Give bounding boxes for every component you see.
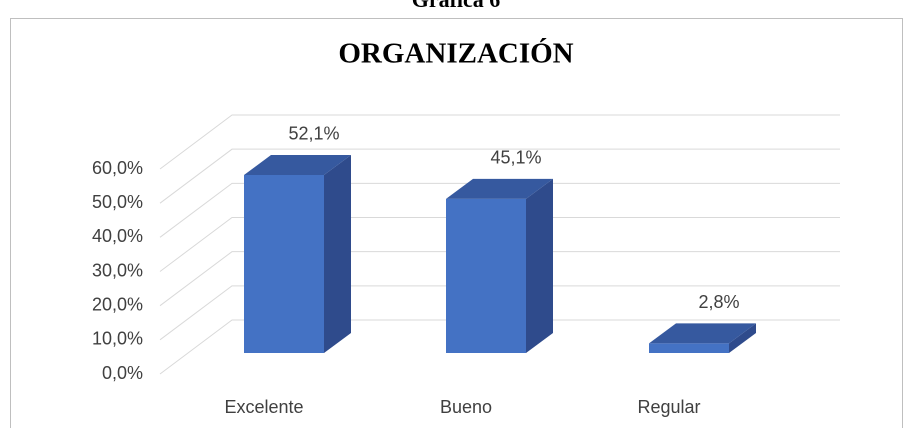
grid-line [159, 114, 840, 170]
data-label: 52,1% [288, 124, 339, 144]
grid-line [159, 217, 840, 272]
y-tick-label: 0,0% [102, 363, 143, 383]
bar [244, 174, 324, 353]
y-tick-label: 30,0% [92, 260, 143, 280]
x-tick-label: Regular [637, 397, 700, 417]
y-tick-label: 40,0% [92, 226, 143, 246]
bar-top [244, 154, 351, 175]
grid-line [159, 319, 840, 375]
grid-line [159, 251, 840, 307]
grid-line [159, 182, 840, 238]
y-tick-label: 10,0% [92, 329, 143, 349]
bar-side [729, 323, 756, 353]
data-label: 45,1% [490, 148, 541, 168]
bar-top [649, 323, 756, 344]
bar-side [324, 154, 351, 353]
grid-line [159, 285, 840, 341]
y-tick-label: 50,0% [92, 192, 143, 212]
bar [446, 198, 526, 353]
data-label: 2,8% [698, 292, 739, 312]
y-tick-label: 20,0% [92, 294, 143, 314]
header: Gráfica 6 [412, 0, 501, 12]
y-tick-label: 60,0% [92, 158, 143, 178]
chart-border [10, 18, 903, 428]
chart-title: ORGANIZACIÓN [338, 37, 573, 70]
bar-top [446, 178, 553, 199]
bar [649, 343, 729, 353]
x-tick-label: Excelente [224, 397, 303, 417]
x-tick-label: Bueno [440, 397, 492, 417]
grid-line [159, 148, 840, 204]
bar-side [526, 178, 553, 353]
